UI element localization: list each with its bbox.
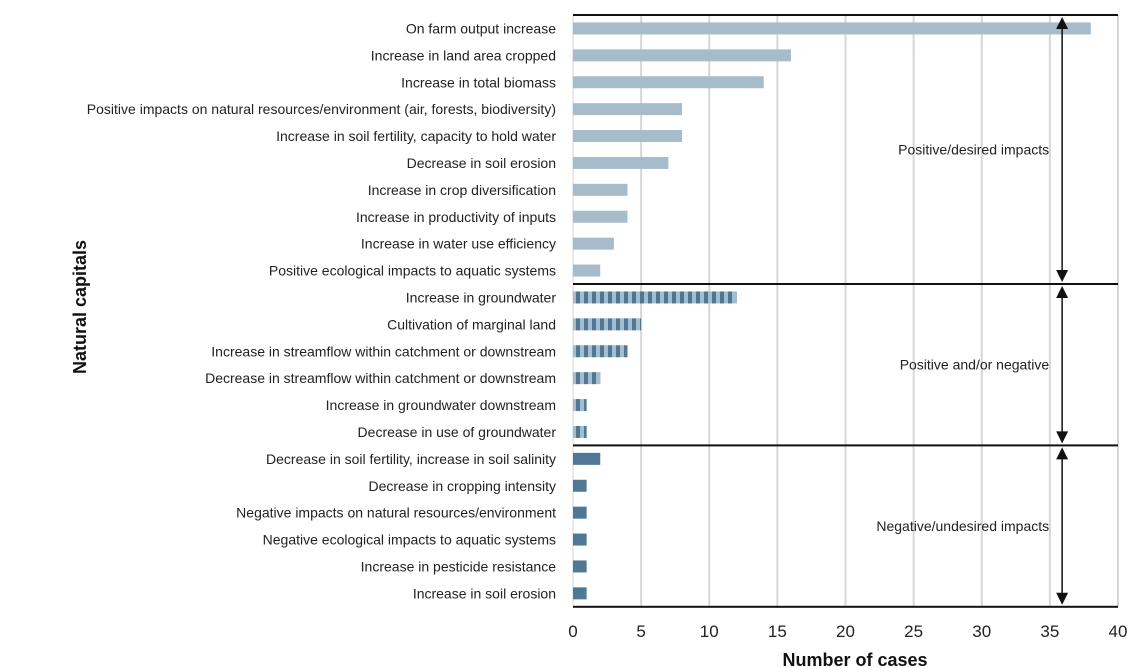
bar <box>573 425 587 438</box>
bar <box>573 130 682 143</box>
group-label: Positive and/or negative <box>900 357 1050 373</box>
bar <box>573 587 587 600</box>
bracket-arrow-up <box>1056 286 1069 298</box>
x-tick-label: 20 <box>836 622 855 641</box>
category-label: Negative impacts on natural resources/en… <box>236 505 556 521</box>
category-label: On farm output increase <box>406 20 556 36</box>
group-brackets: Positive/desired impacts Positive and/or … <box>876 17 1069 605</box>
category-label: Increase in streamflow within catchment … <box>211 343 556 359</box>
category-label: Increase in crop diversification <box>368 182 556 198</box>
group-separators <box>573 14 1118 608</box>
category-label: Positive impacts on natural resources/en… <box>87 101 556 117</box>
x-tick-label: 40 <box>1109 622 1128 641</box>
category-labels: On farm output increase Increase in land … <box>87 20 557 601</box>
bar <box>573 156 669 169</box>
group-separator <box>573 283 1118 285</box>
bar <box>573 22 1091 35</box>
grid-lines <box>572 15 1119 607</box>
y-axis-title: Natural capitals <box>70 240 90 374</box>
bracket-arrow-up <box>1056 447 1069 460</box>
x-axis-title: Number of cases <box>782 650 927 668</box>
bar <box>573 479 587 492</box>
bar <box>573 103 682 116</box>
x-tick-label: 15 <box>768 622 787 641</box>
x-tick-label: 5 <box>636 622 645 641</box>
x-tick-label: 35 <box>1040 622 1059 641</box>
bar <box>573 560 587 573</box>
category-label: Increase in groundwater downstream <box>326 397 556 413</box>
bracket-arrow-up <box>1056 17 1069 29</box>
category-label: Increase in soil erosion <box>413 585 556 601</box>
top-border <box>573 14 1118 16</box>
bar <box>573 506 587 519</box>
bottom-border <box>573 605 1118 608</box>
category-label: Decrease in use of groundwater <box>358 424 557 440</box>
bar <box>573 237 614 250</box>
category-label: Increase in land area cropped <box>371 47 556 63</box>
category-label: Decrease in streamflow within catchment … <box>205 370 556 386</box>
group-label: Positive/desired impacts <box>898 142 1049 158</box>
category-label: Positive ecological impacts to aquatic s… <box>269 263 556 279</box>
bar <box>573 210 628 223</box>
category-label: Increase in productivity of inputs <box>356 209 556 225</box>
bar <box>573 183 628 196</box>
x-tick-labels: 0 5 10 15 20 25 30 35 40 <box>568 622 1127 641</box>
category-label: Decrease in soil erosion <box>407 155 556 171</box>
bar <box>573 452 601 465</box>
bar <box>573 264 601 277</box>
category-label: Decrease in soil fertility, increase in … <box>266 451 556 467</box>
x-tick-label: 25 <box>904 622 923 641</box>
category-label: Increase in soil fertility, capacity to … <box>276 128 556 144</box>
category-label: Increase in water use efficiency <box>361 236 556 252</box>
bar <box>573 533 587 546</box>
bars <box>573 22 1091 600</box>
category-label: Increase in total biomass <box>401 74 556 90</box>
category-label: Negative ecological impacts to aquatic s… <box>263 532 556 548</box>
x-tick-label: 30 <box>972 622 991 641</box>
category-label: Cultivation of marginal land <box>387 316 556 332</box>
bar <box>573 345 628 358</box>
group-separator <box>573 444 1118 447</box>
bracket-arrow-down <box>1056 270 1069 282</box>
bracket-arrow-down <box>1056 592 1069 605</box>
x-tick-label: 0 <box>568 622 577 641</box>
bar <box>573 49 791 62</box>
bar <box>573 76 764 89</box>
group-label: Negative/undesired impacts <box>876 518 1049 534</box>
bracket-arrow-down <box>1056 431 1069 444</box>
category-label: Increase in pesticide resistance <box>361 558 557 574</box>
bar <box>573 291 737 304</box>
x-tick-label: 10 <box>700 622 719 641</box>
category-label: Decrease in cropping intensity <box>368 478 556 494</box>
category-label: Increase in groundwater <box>406 289 557 305</box>
bar <box>573 399 587 412</box>
bar <box>573 318 642 331</box>
bar <box>573 372 601 385</box>
